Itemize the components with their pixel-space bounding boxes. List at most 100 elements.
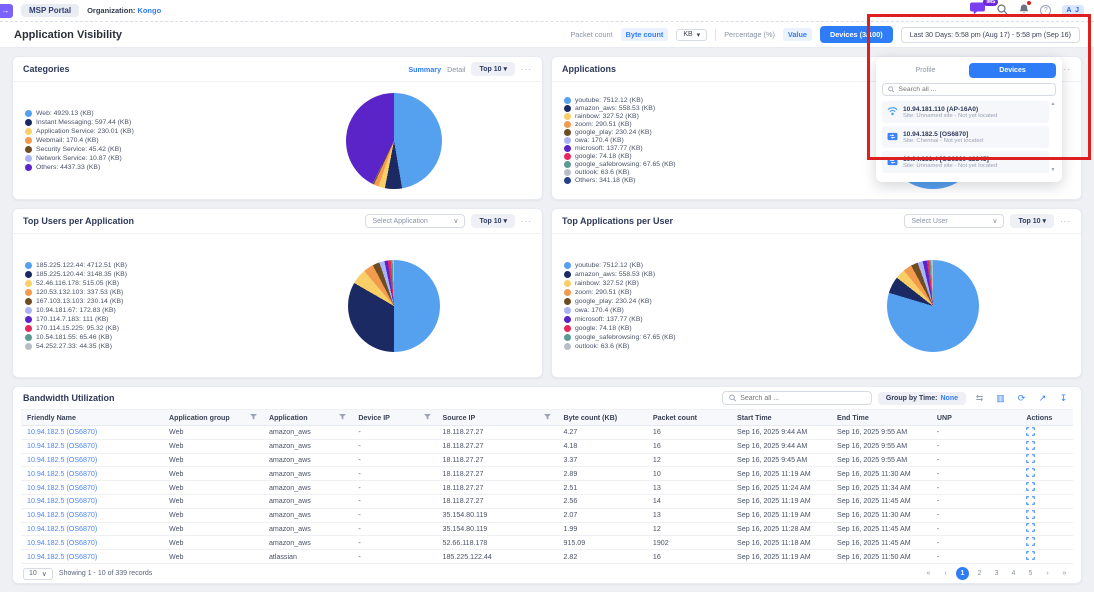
columns-icon[interactable]: ▥	[993, 391, 1008, 405]
friendly-name-link[interactable]: 10.94.182.5 (OS6870)	[21, 511, 163, 519]
summary-toggle[interactable]: Summary	[408, 65, 441, 74]
legend-item[interactable]: 185.225.120.44: 3148.35 (KB)	[25, 271, 257, 278]
friendly-name-link[interactable]: 10.94.182.5 (OS6870)	[21, 428, 163, 436]
legend-item[interactable]: google: 74.18 (KB)	[564, 325, 796, 332]
friendly-name-link[interactable]: 10.94.182.5 (OS6870)	[21, 539, 163, 547]
legend-item[interactable]: 120.53.132.103: 337.53 (KB)	[25, 289, 257, 296]
organization-link[interactable]: Kongo	[137, 6, 161, 15]
legend-item[interactable]: 52.46.116.178: 515.05 (KB)	[25, 280, 257, 287]
export-icon[interactable]: ↗	[1035, 391, 1050, 405]
page-button[interactable]: ›	[1041, 567, 1054, 580]
page-button[interactable]: 4	[1007, 567, 1020, 580]
legend-item[interactable]: amazon_aws: 558.53 (KB)	[564, 271, 796, 278]
column-header[interactable]: Device IP	[352, 414, 436, 422]
column-header[interactable]: Application group	[163, 414, 263, 422]
page-button[interactable]: 1	[956, 567, 969, 580]
legend-item[interactable]: google_safebrowsing: 67.65 (KB)	[564, 334, 796, 341]
friendly-name-link[interactable]: 10.94.182.5 (OS6870)	[21, 442, 163, 450]
column-header[interactable]: Packet count	[647, 414, 731, 422]
categories-pie-chart[interactable]	[346, 93, 442, 189]
help-icon[interactable]: ?	[1040, 5, 1051, 16]
legend-item[interactable]: Network Service: 10.87 (KB)	[25, 155, 257, 162]
expand-row-icon[interactable]	[1020, 537, 1073, 548]
avatar[interactable]: A J	[1062, 5, 1084, 16]
friendly-name-link[interactable]: 10.94.182.5 (OS6870)	[21, 553, 163, 561]
categories-top10-button[interactable]: Top 10 ▾	[471, 62, 515, 76]
page-button[interactable]: »	[1058, 567, 1071, 580]
column-header[interactable]: Byte count (KB)	[557, 414, 646, 422]
column-header[interactable]: UNP	[931, 414, 1020, 422]
value-toggle[interactable]: Value	[783, 28, 812, 41]
page-button[interactable]: ‹	[939, 567, 952, 580]
download-icon[interactable]: ↧	[1056, 391, 1071, 405]
percentage-toggle[interactable]: Percentage (%)	[724, 30, 775, 39]
top-users-pie-chart[interactable]	[348, 260, 440, 352]
expand-row-icon[interactable]	[1020, 468, 1073, 479]
legend-item[interactable]: Application Service: 230.01 (KB)	[25, 128, 257, 135]
table-search-input[interactable]	[722, 391, 872, 405]
device-list-item[interactable]: 10.94.181.110 (AP-16A0)Site: Unnamed sit…	[882, 101, 1049, 123]
expand-row-icon[interactable]	[1020, 523, 1073, 534]
legend-item[interactable]: 167.103.13.103: 230.14 (KB)	[25, 298, 257, 305]
column-header[interactable]: Friendly Name	[21, 414, 163, 422]
legend-item[interactable]: outlook: 63.6 (KB)	[564, 343, 796, 350]
legend-item[interactable]: Others: 341.18 (KB)	[564, 177, 796, 184]
filter-icon[interactable]	[250, 414, 257, 422]
column-header[interactable]: Source IP	[437, 414, 558, 422]
legend-item[interactable]: rainbow: 327.52 (KB)	[564, 113, 796, 120]
legend-item[interactable]: rainbow: 327.52 (KB)	[564, 280, 796, 287]
filter-icon[interactable]	[424, 414, 431, 422]
legend-item[interactable]: google_safebrowsing: 67.65 (KB)	[564, 161, 796, 168]
chat-icon[interactable]: IMS	[970, 2, 986, 20]
search-icon[interactable]	[997, 2, 1008, 20]
categories-menu-icon[interactable]: ···	[521, 65, 532, 74]
legend-item[interactable]: 185.225.122.44: 4712.51 (KB)	[25, 262, 257, 269]
filter-icon[interactable]	[339, 414, 346, 422]
expand-row-icon[interactable]	[1020, 441, 1073, 452]
devices-list-scrollbar[interactable]: ▲▼	[1050, 101, 1056, 173]
expand-row-icon[interactable]	[1020, 510, 1073, 521]
legend-item[interactable]: zoom: 290.51 (KB)	[564, 289, 796, 296]
friendly-name-link[interactable]: 10.94.182.5 (OS6870)	[21, 525, 163, 533]
legend-item[interactable]: outlook: 63.6 (KB)	[564, 169, 796, 176]
sidebar-toggle-button[interactable]: →	[0, 4, 13, 18]
legend-item[interactable]: Security Service: 45.42 (KB)	[25, 146, 257, 153]
expand-row-icon[interactable]	[1020, 551, 1073, 562]
legend-item[interactable]: 170.114.7.183: 111 (KB)	[25, 316, 257, 323]
column-header[interactable]: Application	[263, 414, 352, 422]
detail-toggle[interactable]: Detail	[447, 65, 465, 74]
legend-item[interactable]: Webmail: 170.4 (KB)	[25, 137, 257, 144]
page-size-select[interactable]: 10∨	[23, 568, 53, 580]
legend-item[interactable]: youtube: 7512.12 (KB)	[564, 97, 796, 104]
group-by-time-button[interactable]: Group by Time:None	[878, 392, 966, 405]
device-list-item[interactable]: 10.94.181.4 [OS6360-12345]Site: Unnamed …	[882, 151, 1049, 173]
device-list-item[interactable]: 10.94.182.5 [OS6870]Site: Chennai - Not …	[882, 126, 1049, 148]
friendly-name-link[interactable]: 10.94.182.5 (OS6870)	[21, 497, 163, 505]
filter-icon[interactable]	[544, 414, 551, 422]
legend-item[interactable]: microsoft: 137.77 (KB)	[564, 316, 796, 323]
column-resize-icon[interactable]: ⇆	[972, 391, 987, 405]
legend-item[interactable]: owa: 170.4 (KB)	[564, 307, 796, 314]
refresh-icon[interactable]: ⟳	[1014, 391, 1029, 405]
notifications-bell-icon[interactable]	[1019, 2, 1029, 20]
tab-devices[interactable]: Devices	[969, 63, 1056, 78]
packet-count-toggle[interactable]: Packet count	[570, 30, 612, 39]
column-header[interactable]: End Time	[831, 414, 931, 422]
legend-item[interactable]: 54.252.27.33: 44.35 (KB)	[25, 343, 257, 350]
expand-row-icon[interactable]	[1020, 496, 1073, 507]
friendly-name-link[interactable]: 10.94.182.5 (OS6870)	[21, 484, 163, 492]
expand-row-icon[interactable]	[1020, 482, 1073, 493]
legend-item[interactable]: 10.54.181.55: 65.46 (KB)	[25, 334, 257, 341]
legend-item[interactable]: microsoft: 137.77 (KB)	[564, 145, 796, 152]
expand-row-icon[interactable]	[1020, 427, 1073, 438]
select-user-dropdown[interactable]: Select User∨	[904, 214, 1004, 228]
top-apps-top10-button[interactable]: Top 10 ▾	[1010, 214, 1054, 228]
legend-item[interactable]: owa: 170.4 (KB)	[564, 137, 796, 144]
top-apps-pie-chart[interactable]	[887, 260, 979, 352]
legend-item[interactable]: amazon_aws: 558.53 (KB)	[564, 105, 796, 112]
legend-item[interactable]: google_play: 230.24 (KB)	[564, 298, 796, 305]
column-header[interactable]: Start Time	[731, 414, 831, 422]
legend-item[interactable]: Others: 4437.33 (KB)	[25, 164, 257, 171]
legend-item[interactable]: google: 74.18 (KB)	[564, 153, 796, 160]
devices-button[interactable]: Devices (3/100)	[820, 26, 893, 43]
